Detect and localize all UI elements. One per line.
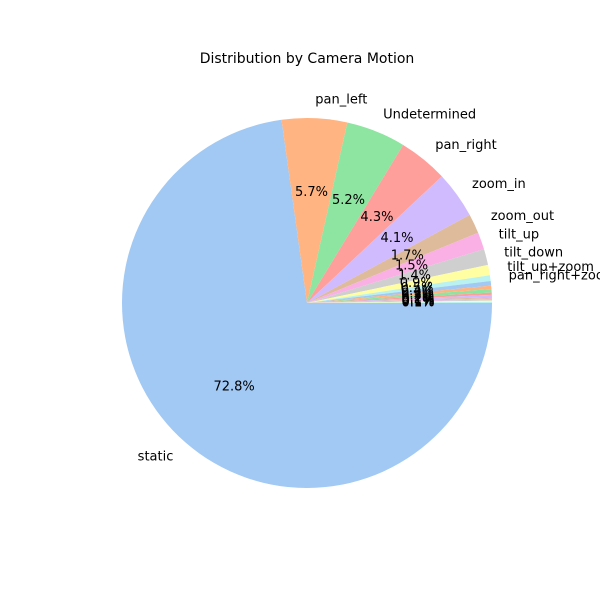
slice-percent-label: 72.8% — [213, 380, 254, 395]
slice-label: tilt_up — [499, 228, 539, 243]
slice-label: pan_right — [435, 138, 497, 153]
slice-percent-label: 0.1% — [401, 294, 434, 309]
slice-percent-label: 1.5% — [395, 259, 428, 274]
pie-slice — [307, 298, 492, 303]
slice-percent-label: 0.2% — [401, 290, 434, 305]
pie-slices — [122, 117, 493, 488]
pie-labels: static 72.8% pan_left 5.7% Undetermined 5.2% p… — [138, 93, 600, 465]
slice-label: zoom_in — [472, 177, 526, 192]
chart-title: Distribution by Camera Motion — [200, 51, 415, 67]
pie-slice — [307, 285, 492, 303]
pie-slice — [307, 297, 492, 303]
slice-percent-label: 0.1% — [401, 295, 434, 310]
slice-percent-label: 0.1% — [401, 296, 434, 311]
slice-label: pan_right+zoom — [509, 269, 600, 284]
pie-slice — [307, 176, 470, 303]
pie-slice — [307, 264, 490, 303]
pie-slice — [307, 280, 492, 303]
pie-slice — [307, 214, 479, 303]
pie-slice — [307, 292, 492, 303]
slice-label: tilt_down — [504, 245, 563, 260]
pie-slice — [307, 144, 442, 303]
slice-percent-label: 5.7% — [295, 185, 328, 200]
pie-slice — [122, 119, 492, 488]
slice-percent-label: 0.3% — [401, 287, 434, 302]
pie-slice — [281, 117, 348, 303]
slice-label: zoom_out — [491, 209, 554, 224]
pie-slice — [307, 249, 489, 303]
slice-percent-label: 0.1% — [401, 293, 434, 308]
slice-label: Undetermined — [383, 107, 476, 122]
pie-slice — [307, 122, 404, 304]
pie-slice — [307, 232, 484, 303]
slice-percent-label: 0.1% — [401, 294, 434, 309]
pie-slice — [307, 275, 491, 303]
slice-percent-label: 0.4% — [401, 284, 434, 299]
slice-percent-label: 4.3% — [360, 210, 393, 225]
pie-slice — [307, 289, 492, 303]
slice-percent-label: 0.3% — [401, 289, 434, 304]
pie-slice — [307, 294, 492, 303]
pie-slice — [307, 300, 492, 303]
slice-label: tilt_up+zoom — [507, 260, 594, 275]
pie-slice — [307, 299, 492, 303]
slice-percent-label: 5.2% — [332, 193, 365, 208]
slice-label: static — [138, 449, 174, 464]
slice-percent-label: 0.9% — [400, 276, 433, 291]
slice-percent-label: 0.2% — [401, 292, 434, 307]
pie-slice — [307, 301, 493, 303]
slice-percent-label: 1.4% — [398, 268, 431, 283]
slice-percent-label: 1.7% — [391, 248, 424, 263]
slice-percent-label: 0.5% — [400, 281, 433, 296]
slice-percent-label: 4.1% — [380, 231, 413, 246]
slice-label: pan_left — [315, 93, 367, 108]
